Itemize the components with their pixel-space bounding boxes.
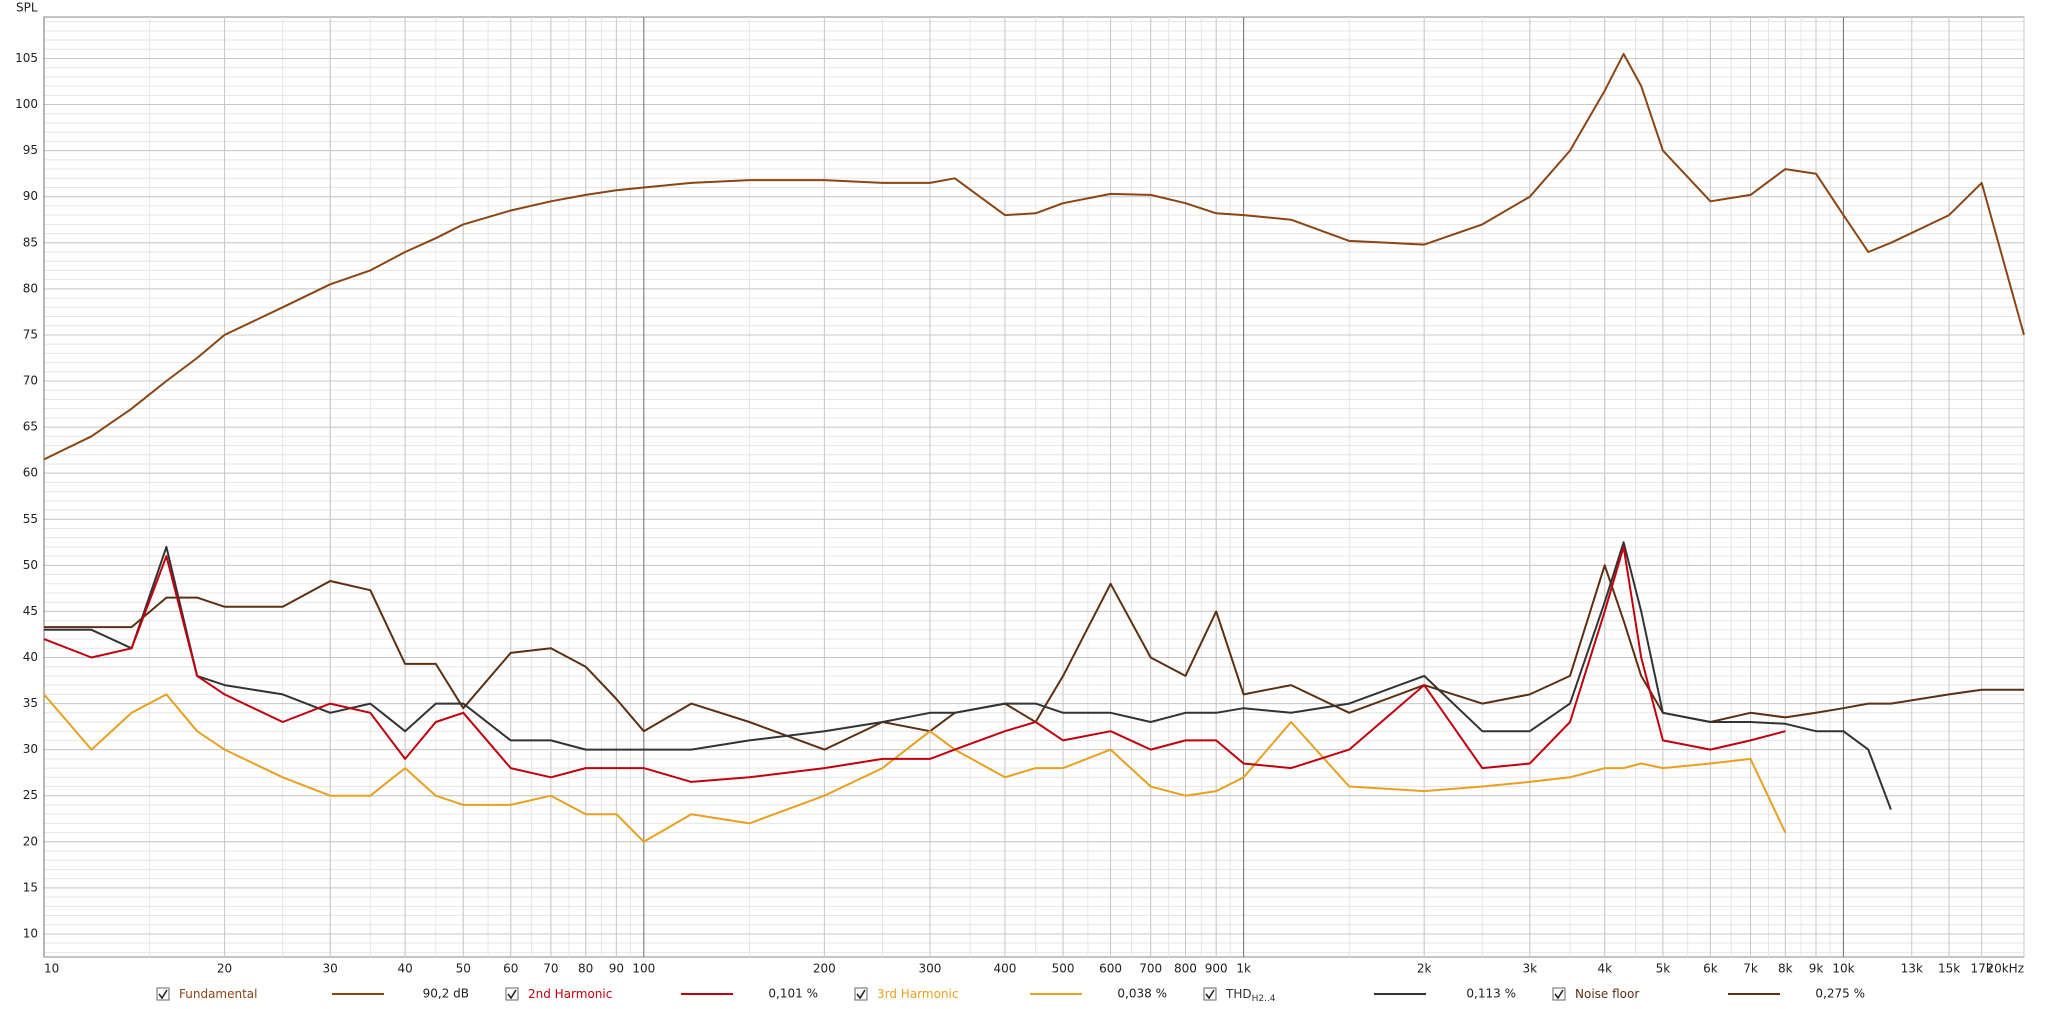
y-tick-label: 105 <box>15 51 38 65</box>
y-tick-label: 60 <box>23 466 38 480</box>
legend-readout: 0,038 % <box>1117 987 1167 1001</box>
legend-name: Noise floor <box>1575 987 1639 1001</box>
legend-checkbox <box>156 987 170 1001</box>
legend-item: 3rd Harmonic 0,038 % <box>854 987 1167 1001</box>
x-tick-label: 300 <box>919 962 942 976</box>
checkbox-tick <box>1554 989 1564 1000</box>
y-tick-label: 65 <box>23 420 38 434</box>
y-tick-label: 95 <box>23 143 38 157</box>
legend-checkbox <box>1552 987 1566 1001</box>
legend-checkbox <box>854 987 868 1001</box>
x-tick-label: 3k <box>1523 962 1538 976</box>
x-tick-label: 70 <box>543 962 558 976</box>
legend-checkbox <box>1203 987 1217 1001</box>
x-tick-label: 4k <box>1597 962 1612 976</box>
x-tick-label: 400 <box>993 962 1016 976</box>
x-tick-label: 90 <box>609 962 624 976</box>
y-tick-label: 90 <box>23 189 38 203</box>
x-tick-label: 9k <box>1809 962 1824 976</box>
y-tick-label: 70 <box>23 374 38 388</box>
y-tick-label: 40 <box>23 650 38 664</box>
y-tick-label: 15 <box>23 880 38 894</box>
y-tick-label: 45 <box>23 604 38 618</box>
series-line <box>43 693 1787 843</box>
legend-readout: 0,113 % <box>1466 987 1516 1001</box>
checkbox-tick <box>507 989 517 1000</box>
legend-label: Noise floor <box>1575 987 1639 1001</box>
checkbox-tick <box>158 989 168 1000</box>
legend-item: Noise floor 0,275 % <box>1552 987 1865 1001</box>
x-tick-label: 10k <box>1832 962 1854 976</box>
x-tick-label: 100 <box>632 962 655 976</box>
x-tick-label: 13k <box>1901 962 1923 976</box>
x-tick-label: 800 <box>1174 962 1197 976</box>
series-line <box>44 564 2024 751</box>
x-tick-label: 700 <box>1139 962 1162 976</box>
x-tick-label: 1k <box>1236 962 1251 976</box>
y-tick-label: 80 <box>23 281 38 295</box>
series-line <box>43 52 2025 461</box>
y-tick-label: 30 <box>23 742 38 756</box>
legend-checkbox <box>505 987 519 1001</box>
legend-name: 3rd Harmonic <box>877 987 958 1001</box>
legend-item: Fundamental 90,2 dB <box>156 987 469 1001</box>
x-tick-label: 20 <box>217 962 232 976</box>
legend-label: Fundamental <box>179 987 258 1001</box>
legend-item: 2nd Harmonic 0,101 % <box>505 987 818 1001</box>
x-tick-label: 80 <box>578 962 593 976</box>
legend-label: THDH2..4 <box>1225 987 1276 1004</box>
legend-readout: 0,275 % <box>1815 987 1865 1001</box>
y-tick-label: 75 <box>23 327 38 341</box>
x-tick-label: 40 <box>397 962 412 976</box>
x-tick-label: 200 <box>813 962 836 976</box>
x-tick-label: 2k <box>1417 962 1432 976</box>
checkbox-tick <box>1205 989 1215 1000</box>
y-tick-label: 10 <box>23 926 38 940</box>
y-tick-label: 20 <box>23 834 38 848</box>
x-tick-label: 900 <box>1205 962 1228 976</box>
plot-area <box>43 16 2025 958</box>
legend-label: 3rd Harmonic <box>877 987 958 1001</box>
y-axis-label: SPL <box>16 1 38 15</box>
series-line <box>43 545 1786 783</box>
x-tick-label: 8k <box>1778 962 1793 976</box>
legend-item: THDH2..4 0,113 % <box>1203 987 1516 1004</box>
legend-readout: 90,2 dB <box>423 987 469 1001</box>
checkbox-tick <box>856 989 866 1000</box>
x-tick-label: 6k <box>1703 962 1718 976</box>
y-tick-label: 35 <box>23 696 38 710</box>
y-tick-label: 100 <box>15 97 38 111</box>
x-tick-label: 50 <box>456 962 471 976</box>
legend-name: Fundamental <box>179 987 258 1001</box>
series-line <box>44 541 1892 810</box>
legend-subscript: H2..4 <box>1252 994 1276 1004</box>
x-tick-label: 7k <box>1743 962 1758 976</box>
legend-name: 2nd Harmonic <box>528 987 612 1001</box>
x-tick-label: 17k <box>1971 962 1993 976</box>
x-tick-label: 5k <box>1656 962 1671 976</box>
legend-name: THD <box>1225 987 1252 1001</box>
y-tick-label: 25 <box>23 788 38 802</box>
y-tick-label: 50 <box>23 558 38 572</box>
x-tick-label: 20kHz <box>1986 962 2024 976</box>
legend-label: 2nd Harmonic <box>528 987 612 1001</box>
y-tick-label: 85 <box>23 235 38 249</box>
legend-readout: 0,101 % <box>768 987 818 1001</box>
x-tick-label: 500 <box>1052 962 1075 976</box>
x-tick-label: 600 <box>1099 962 1122 976</box>
y-tick-label: 55 <box>23 512 38 526</box>
x-tick-label: 30 <box>323 962 338 976</box>
x-tick-label: 10 <box>44 962 59 976</box>
x-tick-label: 60 <box>503 962 518 976</box>
x-tick-label: 15k <box>1938 962 1960 976</box>
